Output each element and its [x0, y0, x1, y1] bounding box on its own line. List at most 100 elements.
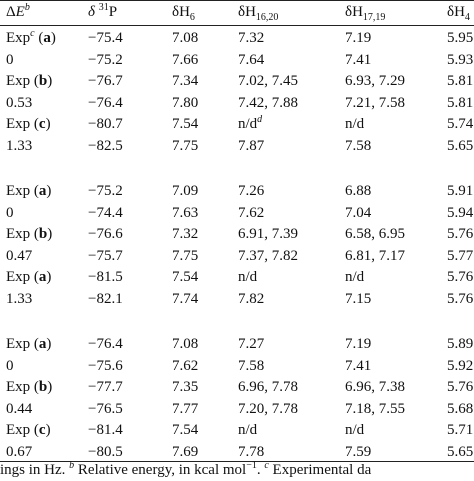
column-header: δH17,19	[345, 2, 385, 23]
text-segment: 16,20	[255, 12, 279, 23]
text-segment: δH	[447, 4, 465, 20]
text-segment: Exp (	[6, 422, 39, 439]
table-cell: −76.4	[88, 336, 123, 352]
text-segment: b	[69, 460, 75, 471]
table-cell: 7.09	[172, 183, 199, 199]
table-cell: −76.5	[88, 400, 123, 417]
text-segment: 6	[189, 12, 195, 23]
text-segment: b	[38, 379, 48, 396]
table-cell: Exp (a)	[6, 181, 51, 202]
column-header: δH6	[172, 2, 195, 23]
text-segment: δH	[172, 4, 190, 20]
table-cell: 6.58, 6.95	[345, 226, 405, 243]
table-cell: Exp (c)	[6, 420, 51, 441]
text-segment: c	[264, 460, 269, 471]
text-segment: δH	[345, 4, 363, 20]
table-cell: 7.78	[238, 444, 265, 460]
table-cell: −75.4	[88, 30, 123, 46]
text-segment: δ	[88, 4, 95, 20]
text-segment: 31	[98, 2, 109, 13]
table-cell: −74.4	[88, 204, 123, 221]
table-cell: 1.33	[6, 138, 33, 154]
table-cell: −75.2	[88, 183, 123, 199]
text-segment: a	[38, 336, 47, 352]
table-cell: 7.37, 7.82	[238, 247, 298, 264]
table-cell: Exp (a)	[6, 334, 51, 355]
text-segment: Exp (	[6, 226, 39, 243]
text-segment: Exp (	[6, 116, 39, 133]
text-segment: Exp (	[6, 269, 39, 286]
table-cell: 5.65	[447, 138, 474, 154]
text-segment: )	[45, 116, 51, 133]
table-cell: Exp (b)	[6, 377, 52, 398]
table-cell: 5.91	[447, 183, 474, 199]
table-cell: 5.92	[447, 357, 474, 374]
column-header: δH16,20	[238, 2, 278, 23]
top-rule	[0, 0, 474, 1]
table-cell: 7.42, 7.88	[238, 94, 298, 111]
table-cell: −80.5	[88, 444, 123, 460]
table-cell: 7.41	[345, 51, 372, 68]
table-cell: n/d	[345, 116, 365, 133]
table-cell: 7.64	[238, 51, 265, 68]
table-cell: 6.96, 7.78	[238, 379, 298, 396]
table-cell: 0	[6, 51, 14, 68]
table-cell: 5.71	[447, 422, 474, 439]
table-cell: 7.35	[172, 379, 199, 396]
table-cell: 7.15	[345, 291, 372, 307]
table-cell: 5.95	[447, 30, 474, 46]
text-segment: E	[15, 4, 25, 20]
table-cell: 7.62	[238, 204, 265, 221]
table-cell: 6.88	[345, 183, 372, 199]
text-segment: b	[38, 226, 48, 243]
table-cell: 5.76	[447, 226, 474, 243]
text-segment: Exp	[6, 30, 31, 46]
text-segment: −1	[246, 460, 257, 471]
text-segment: b	[24, 2, 30, 13]
table-cell: 7.20, 7.78	[238, 400, 298, 417]
table-cell: 7.77	[172, 400, 199, 417]
table-cell: 7.69	[172, 444, 199, 460]
table-cell: −80.7	[88, 116, 123, 133]
text-segment: Exp (	[6, 183, 39, 199]
table-cell: 7.63	[172, 204, 199, 221]
text-segment: ings in Hz.	[0, 462, 70, 478]
text-segment: δH	[238, 4, 256, 20]
table-cell: −76.4	[88, 94, 123, 111]
table-cell: 7.62	[172, 357, 199, 374]
table-cell: −82.5	[88, 138, 123, 154]
text-segment: a	[38, 183, 47, 199]
text-segment: )	[50, 30, 56, 46]
table-cell: 7.18, 7.55	[345, 400, 405, 417]
text-segment: a	[43, 30, 51, 46]
text-segment: Experimental da	[268, 462, 372, 478]
table-cell: −77.7	[88, 379, 123, 396]
table-cell: −81.4	[88, 422, 123, 439]
table-cell: n/dd	[238, 114, 262, 135]
table-cell: 5.76	[447, 379, 474, 396]
table-cell: 0.53	[6, 94, 33, 111]
table-cell: 7.74	[172, 291, 199, 307]
table-cell: −76.7	[88, 73, 123, 90]
table-cell: 7.54	[172, 269, 199, 286]
table-cell: n/d	[345, 422, 365, 439]
text-segment: b	[38, 73, 48, 90]
table-cell: 7.21, 7.58	[345, 94, 405, 111]
table-cell: 5.65	[447, 444, 474, 460]
text-segment: )	[46, 183, 52, 199]
table-cell: −81.5	[88, 269, 123, 286]
header-rule	[0, 25, 474, 26]
text-segment: c	[38, 422, 46, 439]
text-segment: Exp (	[6, 379, 39, 396]
table-cell: 6.81, 7.17	[345, 247, 405, 264]
table-cell: 7.19	[345, 336, 372, 352]
table-cell: 0	[6, 204, 14, 221]
table-cell: 7.08	[172, 336, 199, 352]
table-cell: 6.91, 7.39	[238, 226, 298, 243]
table-cell: −76.6	[88, 226, 123, 243]
table-cell: 7.75	[172, 138, 199, 154]
table-cell: 5.94	[447, 204, 474, 221]
table-cell: 7.58	[238, 357, 265, 374]
table-cell: 7.66	[172, 51, 199, 68]
